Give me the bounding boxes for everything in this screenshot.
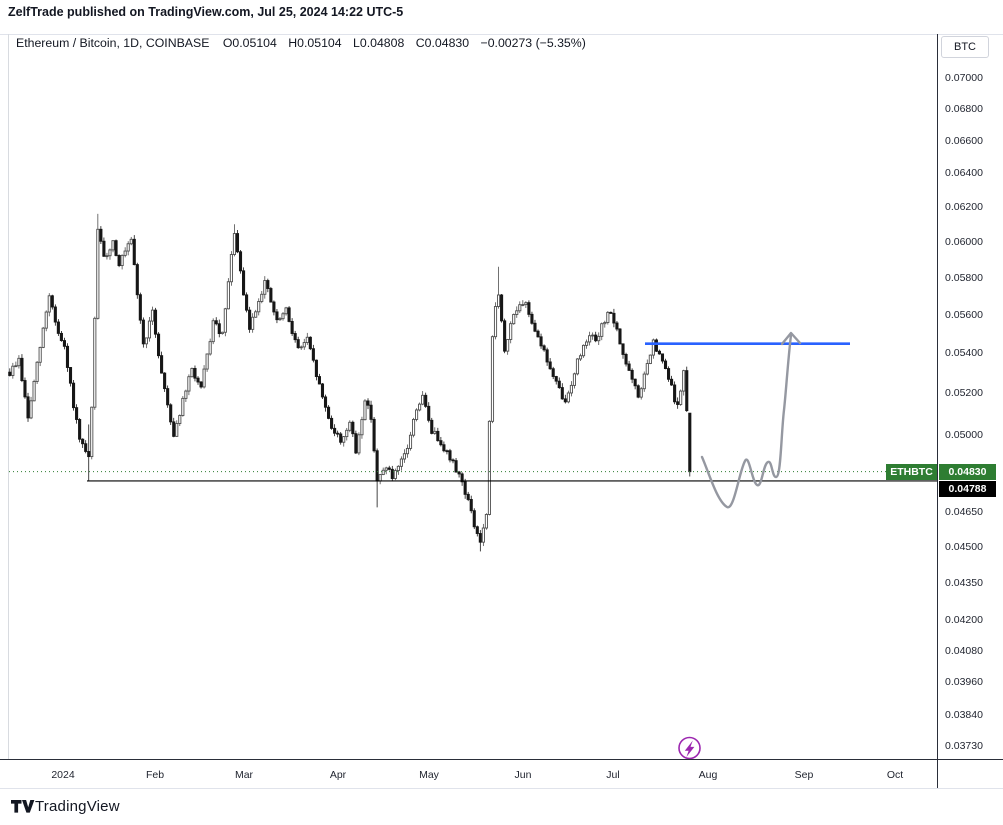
candlestick-series bbox=[8, 213, 692, 552]
tradingview-logo-icon[interactable] bbox=[11, 799, 35, 814]
price-tick-label: 0.03730 bbox=[945, 739, 983, 752]
price-tick-label: 0.04080 bbox=[945, 644, 983, 657]
price-tick-label: 0.05400 bbox=[945, 347, 983, 360]
price-tick-label: 0.05200 bbox=[945, 387, 983, 400]
chart-bottom-border bbox=[0, 759, 1003, 760]
price-tick-label: 0.04500 bbox=[945, 540, 983, 553]
price-tick-label: 0.05800 bbox=[945, 271, 983, 284]
time-tick-label: Oct bbox=[886, 769, 904, 781]
ohlc-high: H0.05104 bbox=[288, 36, 342, 50]
tradingview-brand-text[interactable]: TradingView bbox=[35, 798, 120, 815]
price-tick-label: 0.03960 bbox=[945, 676, 983, 689]
time-tick-label: Mar bbox=[234, 769, 254, 781]
chart-left-border bbox=[8, 34, 9, 759]
price-tick-label: 0.06400 bbox=[945, 167, 983, 180]
header-divider bbox=[0, 34, 1003, 35]
projection-arrow-drawing[interactable] bbox=[700, 333, 793, 509]
price-tick-label: 0.04350 bbox=[945, 576, 983, 589]
price-tick-label: 0.06800 bbox=[945, 103, 983, 116]
time-tick-label: Feb bbox=[145, 769, 165, 781]
symbol-price-badge: ETHBTC bbox=[886, 464, 937, 480]
time-tick-label: Aug bbox=[698, 769, 718, 781]
price-tick-label: 0.04200 bbox=[945, 613, 983, 626]
lightning-marker-icon[interactable] bbox=[678, 736, 701, 760]
price-tick-label: 0.04650 bbox=[945, 505, 983, 518]
price-tick-label: 0.06600 bbox=[945, 134, 983, 147]
symbol-title: Ethereum / Bitcoin, 1D, COINBASE bbox=[16, 36, 210, 50]
price-tick-label: 0.06000 bbox=[945, 235, 983, 248]
publish-attribution: ZelfTrade published on TradingView.com, … bbox=[8, 5, 404, 19]
symbol-info-bar: Ethereum / Bitcoin, 1D, COINBASE O0.0510… bbox=[16, 36, 594, 50]
time-tick-label: 2024 bbox=[51, 769, 75, 781]
time-tick-label: Sep bbox=[794, 769, 814, 781]
time-tick-label: Jul bbox=[606, 769, 620, 781]
unit-toggle-button[interactable]: BTC bbox=[941, 36, 989, 58]
time-tick-label: Jun bbox=[514, 769, 532, 781]
ohlc-close: C0.04830 bbox=[415, 36, 470, 50]
ohlc-low: L0.04808 bbox=[353, 36, 405, 50]
projection-arrow-head bbox=[780, 331, 802, 346]
price-tick-label: 0.05600 bbox=[945, 308, 983, 321]
price-tick-label: 0.07000 bbox=[945, 72, 983, 85]
time-tick-label: May bbox=[419, 769, 439, 781]
level-price-badge: 0.04788 bbox=[939, 480, 996, 497]
current-price-badge: 0.04830 bbox=[939, 464, 996, 480]
ohlc-change: −0.00273 (−5.35%) bbox=[480, 36, 586, 50]
ohlc-open: O0.05104 bbox=[222, 36, 277, 50]
axis-bottom-divider bbox=[0, 788, 1003, 789]
price-tick-label: 0.05000 bbox=[945, 429, 983, 441]
price-tick-label: 0.03840 bbox=[945, 708, 983, 721]
price-tick-label: 0.06200 bbox=[945, 200, 983, 213]
chart-right-border bbox=[937, 34, 938, 788]
time-tick-label: Apr bbox=[329, 769, 347, 781]
